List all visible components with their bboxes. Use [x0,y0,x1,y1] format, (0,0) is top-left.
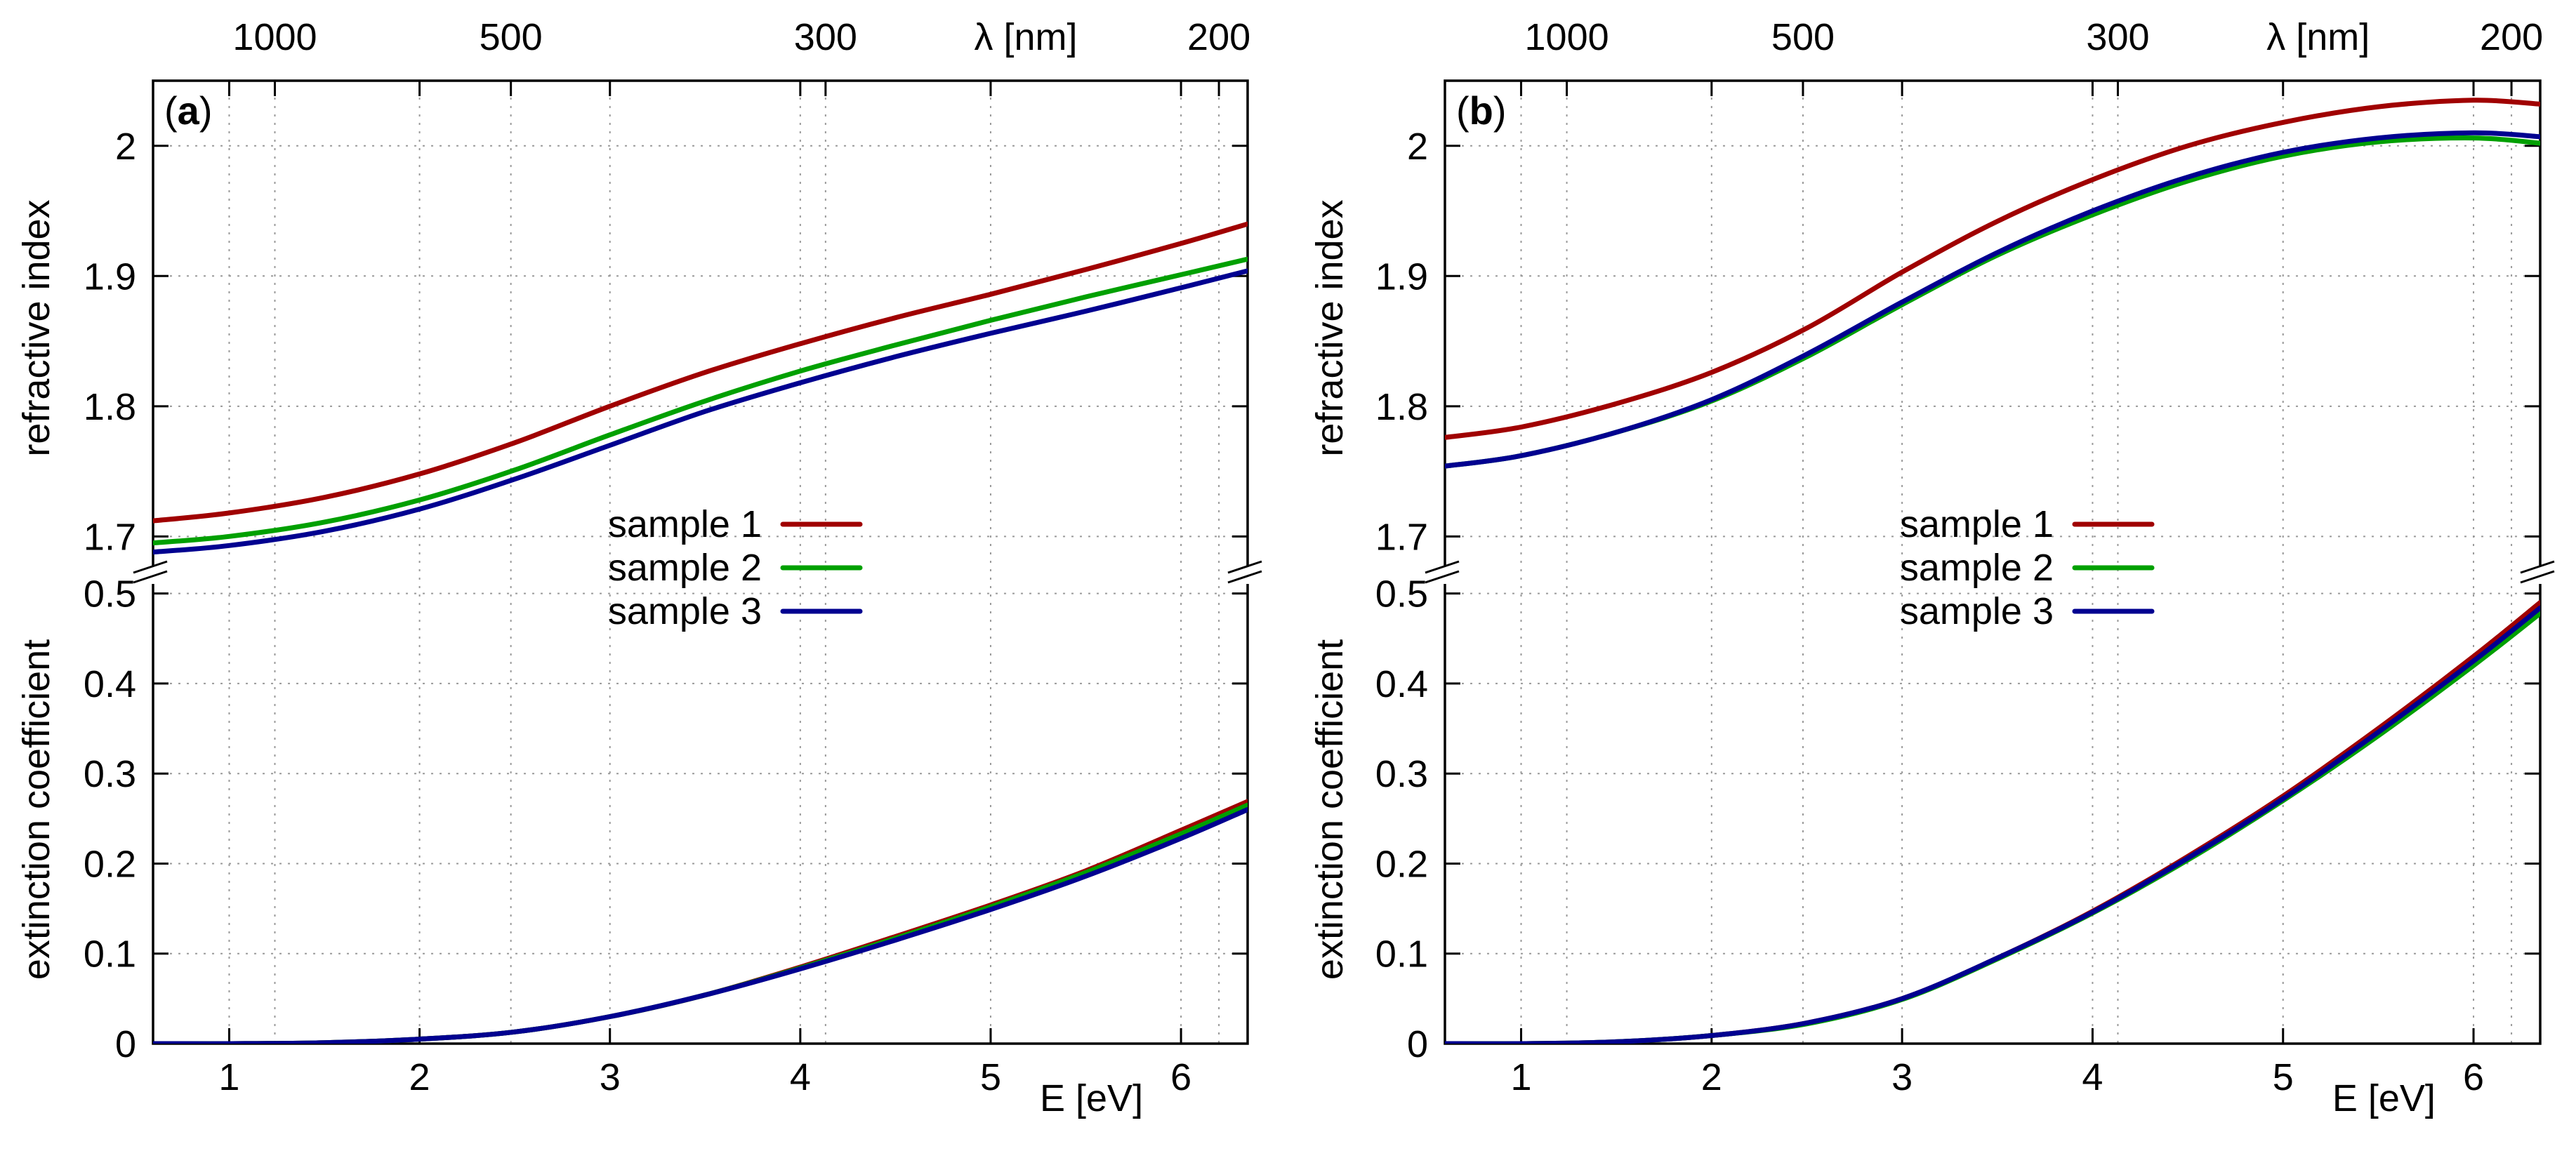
x-axis-title: E [eV] [1040,1077,1143,1119]
y-tick-label-lower: 0.2 [1375,843,1428,885]
axis-break-mark [2520,560,2555,574]
x-tick-label: 3 [1891,1056,1913,1098]
y-tick-label-upper: 1.8 [1375,386,1428,428]
top-tick-label: 300 [2086,16,2149,58]
y-tick-label-lower: 0.1 [84,933,136,976]
axis-break-gap [1438,566,1452,584]
y-tick-label-lower: 0.1 [1375,933,1428,976]
y-axis-title-upper: refractive index [1309,199,1351,456]
chart-panel-b: 1 2 3 4 5 6 E [eV] 1000 500 300 200 λ [nm] 1.7 1.8 1.9… [1309,16,2555,1119]
axis-break-mark [1227,570,1262,584]
axis-break-mark [1425,570,1460,584]
top-axis-title: λ [nm] [2266,16,2370,58]
y-tick-label-upper: 1.8 [84,386,136,428]
panel-label-letter: b [1469,88,1493,133]
axis-break-mark [1425,560,1460,574]
legend-label: sample 2 [608,547,762,589]
x-tick-label: 1 [218,1056,239,1098]
y-tick-label-lower: 0.2 [84,843,136,885]
panel-label-close: ) [1493,88,1507,133]
y-tick-label-lower: 0.5 [84,573,136,616]
legend-label: sample 3 [1900,590,2054,632]
legend-label: sample 1 [608,503,762,545]
panel-label-close: ) [199,88,213,133]
axis-break-mark [133,570,168,584]
plot-frame [152,79,1249,1045]
x-tick-label: 6 [1170,1056,1191,1098]
series-line-lower-3 [153,807,1248,1044]
x-axis-title: E [eV] [2332,1077,2436,1119]
axis-break-gap [1241,566,1255,584]
panel-label-open: ( [1456,88,1469,133]
y-axis-title-upper: refractive index [15,199,58,456]
legend-label: sample 3 [608,590,762,632]
y-tick-label-lower: 0.3 [84,753,136,795]
axis-break-gap [146,566,160,584]
top-tick-label: 500 [480,16,543,58]
panel-label-letter: a [178,88,200,133]
series-line-upper-3 [153,268,1248,555]
top-axis-title: λ [nm] [974,16,1077,58]
axis-break-mark [133,560,168,574]
y-tick-label-lower: 0.4 [84,663,136,705]
x-tick-label: 5 [980,1056,1001,1098]
y-tick-label-lower: 0.4 [1375,663,1428,705]
y-tick-label-upper: 1.7 [1375,516,1428,558]
top-tick-label: 300 [794,16,857,58]
x-tick-label: 4 [2082,1056,2103,1098]
x-tick-label: 3 [600,1056,621,1098]
chart-panel-a: 1 2 3 4 5 6 E [eV] 1000 500 300 200 λ [nm] 1.7 1.8 1.9… [15,16,1262,1119]
y-tick-label-upper: 2 [1407,126,1428,168]
top-tick-label: 200 [2480,16,2543,58]
series-line-upper-2 [153,256,1248,546]
y-tick-label-upper: 2 [115,126,136,168]
top-tick-label: 200 [1187,16,1250,58]
panel-label: (b) [1456,88,1507,133]
axis-break-mark [2520,570,2555,584]
y-axis-title-lower: extinction coefficient [1309,639,1351,980]
panel-label: (a) [164,88,212,133]
y-tick-label-lower: 0.3 [1375,753,1428,795]
top-tick-label: 1000 [1525,16,1609,58]
x-tick-label: 5 [2273,1056,2294,1098]
axis-break-mark [1227,560,1262,574]
x-tick-label: 4 [790,1056,811,1098]
series-line-upper-3 [1445,130,2540,469]
legend-label: sample 1 [1900,503,2054,545]
x-tick-label: 6 [2463,1056,2484,1098]
y-tick-label-lower: 0.5 [1375,573,1428,616]
plot-frame [1444,79,2542,1045]
legend-label: sample 2 [1900,547,2054,589]
axis-break-gap [2533,566,2547,584]
x-tick-label: 2 [1701,1056,1722,1098]
y-tick-label-lower: 0 [115,1023,136,1065]
series-line-lower-3 [1445,605,2540,1044]
y-tick-label-lower: 0 [1407,1023,1428,1065]
x-tick-label: 2 [409,1056,430,1098]
series-line-upper-1 [1445,98,2540,440]
y-tick-label-upper: 1.7 [84,516,136,558]
y-axis-title-lower: extinction coefficient [15,639,58,980]
top-tick-label: 500 [1771,16,1835,58]
top-tick-label: 1000 [232,16,317,58]
y-tick-label-upper: 1.9 [84,255,136,298]
x-tick-label: 1 [1510,1056,1531,1098]
y-tick-label-upper: 1.9 [1375,255,1428,298]
panel-label-open: ( [164,88,178,133]
series-line-upper-1 [153,221,1248,524]
